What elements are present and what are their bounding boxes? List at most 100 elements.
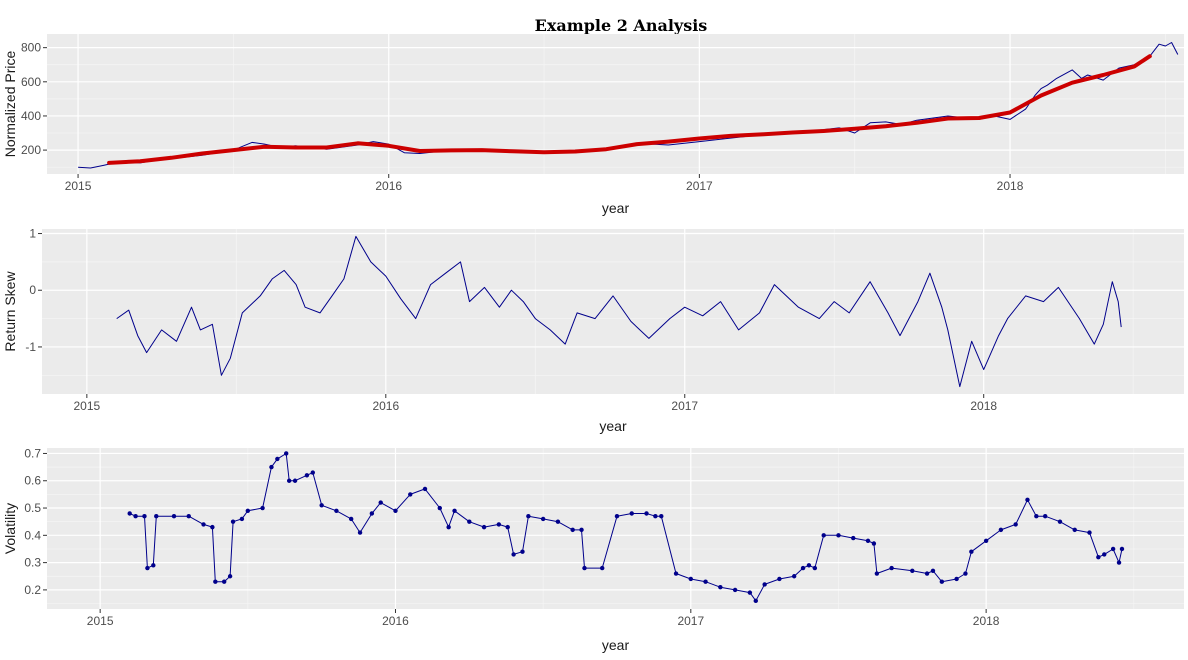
panel-3-y-tick-label: 0.3 bbox=[24, 556, 41, 570]
panel-3-data-point bbox=[227, 574, 233, 579]
panel-3-data-point bbox=[201, 522, 206, 527]
panel-3-data-point bbox=[939, 579, 945, 584]
panel-2-y-tick-label: 1 bbox=[29, 227, 36, 241]
panel-2-x-tick-label: 2017 bbox=[671, 399, 698, 413]
panel-3-data-point bbox=[800, 565, 806, 571]
panel-2-x-tick-label: 2015 bbox=[73, 399, 100, 413]
panel-3-data-point bbox=[703, 579, 708, 584]
panel-3-data-point bbox=[284, 451, 289, 456]
panel-3-data-point bbox=[540, 516, 546, 522]
panel-3-data-point bbox=[1119, 546, 1125, 552]
panel-3-data-point bbox=[319, 503, 324, 508]
panel-3-data-point bbox=[378, 500, 383, 505]
panel-3-x-axis-label: year bbox=[602, 637, 630, 653]
panel-3-data-point bbox=[998, 527, 1004, 533]
panel-3-data-point bbox=[812, 565, 818, 571]
panel-3-data-point bbox=[511, 552, 516, 557]
panel-1-y-tick-label: 800 bbox=[21, 41, 41, 55]
panel-3-data-point bbox=[673, 571, 679, 576]
panel-3-data-point bbox=[579, 527, 584, 533]
panel-3-data-point bbox=[1116, 560, 1122, 565]
panel-3-y-tick-label: 0.5 bbox=[24, 501, 41, 515]
panel-3-y-tick-label: 0.6 bbox=[24, 474, 41, 488]
panel-3-data-point bbox=[269, 464, 274, 470]
panel-3-data-point bbox=[221, 579, 227, 584]
panel-3-data-point bbox=[1025, 497, 1030, 503]
panel-3-data-point bbox=[889, 565, 894, 571]
panel-3-data-point bbox=[142, 514, 147, 519]
panel-3-data-point bbox=[481, 524, 487, 530]
panel-3-data-point bbox=[969, 549, 974, 554]
panel-3-data-point bbox=[600, 565, 605, 571]
panel-3-data-point bbox=[422, 486, 428, 492]
panel-3-data-point bbox=[310, 470, 315, 475]
panel-3-data-point bbox=[653, 514, 658, 519]
panel-3-data-point bbox=[732, 587, 738, 593]
panel-3-data-point bbox=[1072, 527, 1077, 533]
panel-3-data-point bbox=[496, 522, 502, 527]
panel-3-data-point bbox=[614, 514, 620, 519]
panel-3-data-point bbox=[644, 511, 649, 516]
panel-3-data-point bbox=[1102, 552, 1107, 557]
panel-3-data-point bbox=[437, 505, 442, 511]
panel-1-trend-line bbox=[107, 54, 1152, 165]
panel-3-x-tick-label: 2018 bbox=[973, 614, 1000, 628]
panel-2-x-axis-label: year bbox=[599, 418, 627, 434]
panel-3-data-point bbox=[245, 508, 251, 513]
panel-2-y-tick-label: -1 bbox=[25, 340, 36, 354]
panel-3-data-point bbox=[659, 514, 664, 519]
panel-3-data-point bbox=[718, 584, 723, 590]
panel-3-data-point bbox=[753, 598, 758, 604]
panel-3-data-point bbox=[239, 516, 245, 522]
panel-3-data-point bbox=[954, 576, 959, 582]
panel-3-data-point bbox=[369, 511, 375, 516]
panel-3-data-point bbox=[791, 574, 797, 579]
panel-3-data-point bbox=[348, 516, 354, 522]
panel-1-y-tick-label: 200 bbox=[21, 143, 41, 157]
panel-3-data-point bbox=[186, 514, 191, 519]
panel-3-data-point bbox=[151, 563, 156, 568]
panel-3-data-point bbox=[874, 571, 880, 576]
panel-3-data-point bbox=[393, 508, 398, 513]
panel-1-x-tick-label: 2017 bbox=[686, 179, 713, 193]
panel-3-y-tick-label: 0.4 bbox=[24, 528, 41, 542]
panel-3-data-point bbox=[570, 527, 575, 533]
panel-3-data-point bbox=[275, 456, 280, 462]
panel-3-data-point bbox=[467, 519, 472, 524]
panel-3-data-point bbox=[1096, 554, 1101, 560]
panel-3-data-point bbox=[555, 519, 561, 524]
panel-3-data-point bbox=[505, 524, 510, 530]
panel-2-x-tick-label: 2018 bbox=[970, 399, 997, 413]
panel-3-data-point bbox=[304, 473, 310, 478]
panel-3-data-point bbox=[334, 508, 339, 513]
panel-2-x-tick-label: 2016 bbox=[372, 399, 399, 413]
panel-1-x-tick-label: 2015 bbox=[65, 179, 92, 193]
panel-2-y-axis-label: Return Skew bbox=[2, 271, 18, 352]
panel-3-y-tick-label: 0.2 bbox=[24, 583, 41, 597]
panel-3-data-point bbox=[910, 568, 915, 573]
panel-3-data-point bbox=[836, 533, 841, 538]
panel-3-data-point bbox=[1013, 522, 1018, 527]
panel-3-data-point bbox=[127, 511, 132, 516]
panel-3-data-point bbox=[924, 571, 930, 576]
panel-3-y-tick-label: 0.7 bbox=[24, 446, 41, 460]
panel-3-x-tick-label: 2015 bbox=[87, 614, 114, 628]
panel-3-data-point bbox=[963, 571, 968, 576]
panel-3-data-point bbox=[1042, 514, 1048, 519]
panel-3-data-point bbox=[688, 576, 694, 582]
panel-3-data-point bbox=[930, 568, 936, 573]
panel-3-data-point bbox=[1057, 519, 1063, 524]
panel-3-data-point bbox=[806, 563, 812, 568]
panel-1-x-tick-label: 2016 bbox=[375, 179, 402, 193]
panel-3-data-point bbox=[520, 549, 525, 554]
panel-3-data-point bbox=[213, 579, 218, 584]
panel-3-data-point bbox=[762, 582, 767, 587]
panel-3-data-point bbox=[629, 511, 634, 516]
panel-1-x-axis-label: year bbox=[602, 200, 630, 216]
panel-3-data-point bbox=[145, 565, 150, 571]
panel-3-data-point bbox=[1034, 514, 1039, 519]
panel-3-data-point bbox=[777, 576, 782, 582]
panel-3-data-point bbox=[260, 505, 265, 511]
